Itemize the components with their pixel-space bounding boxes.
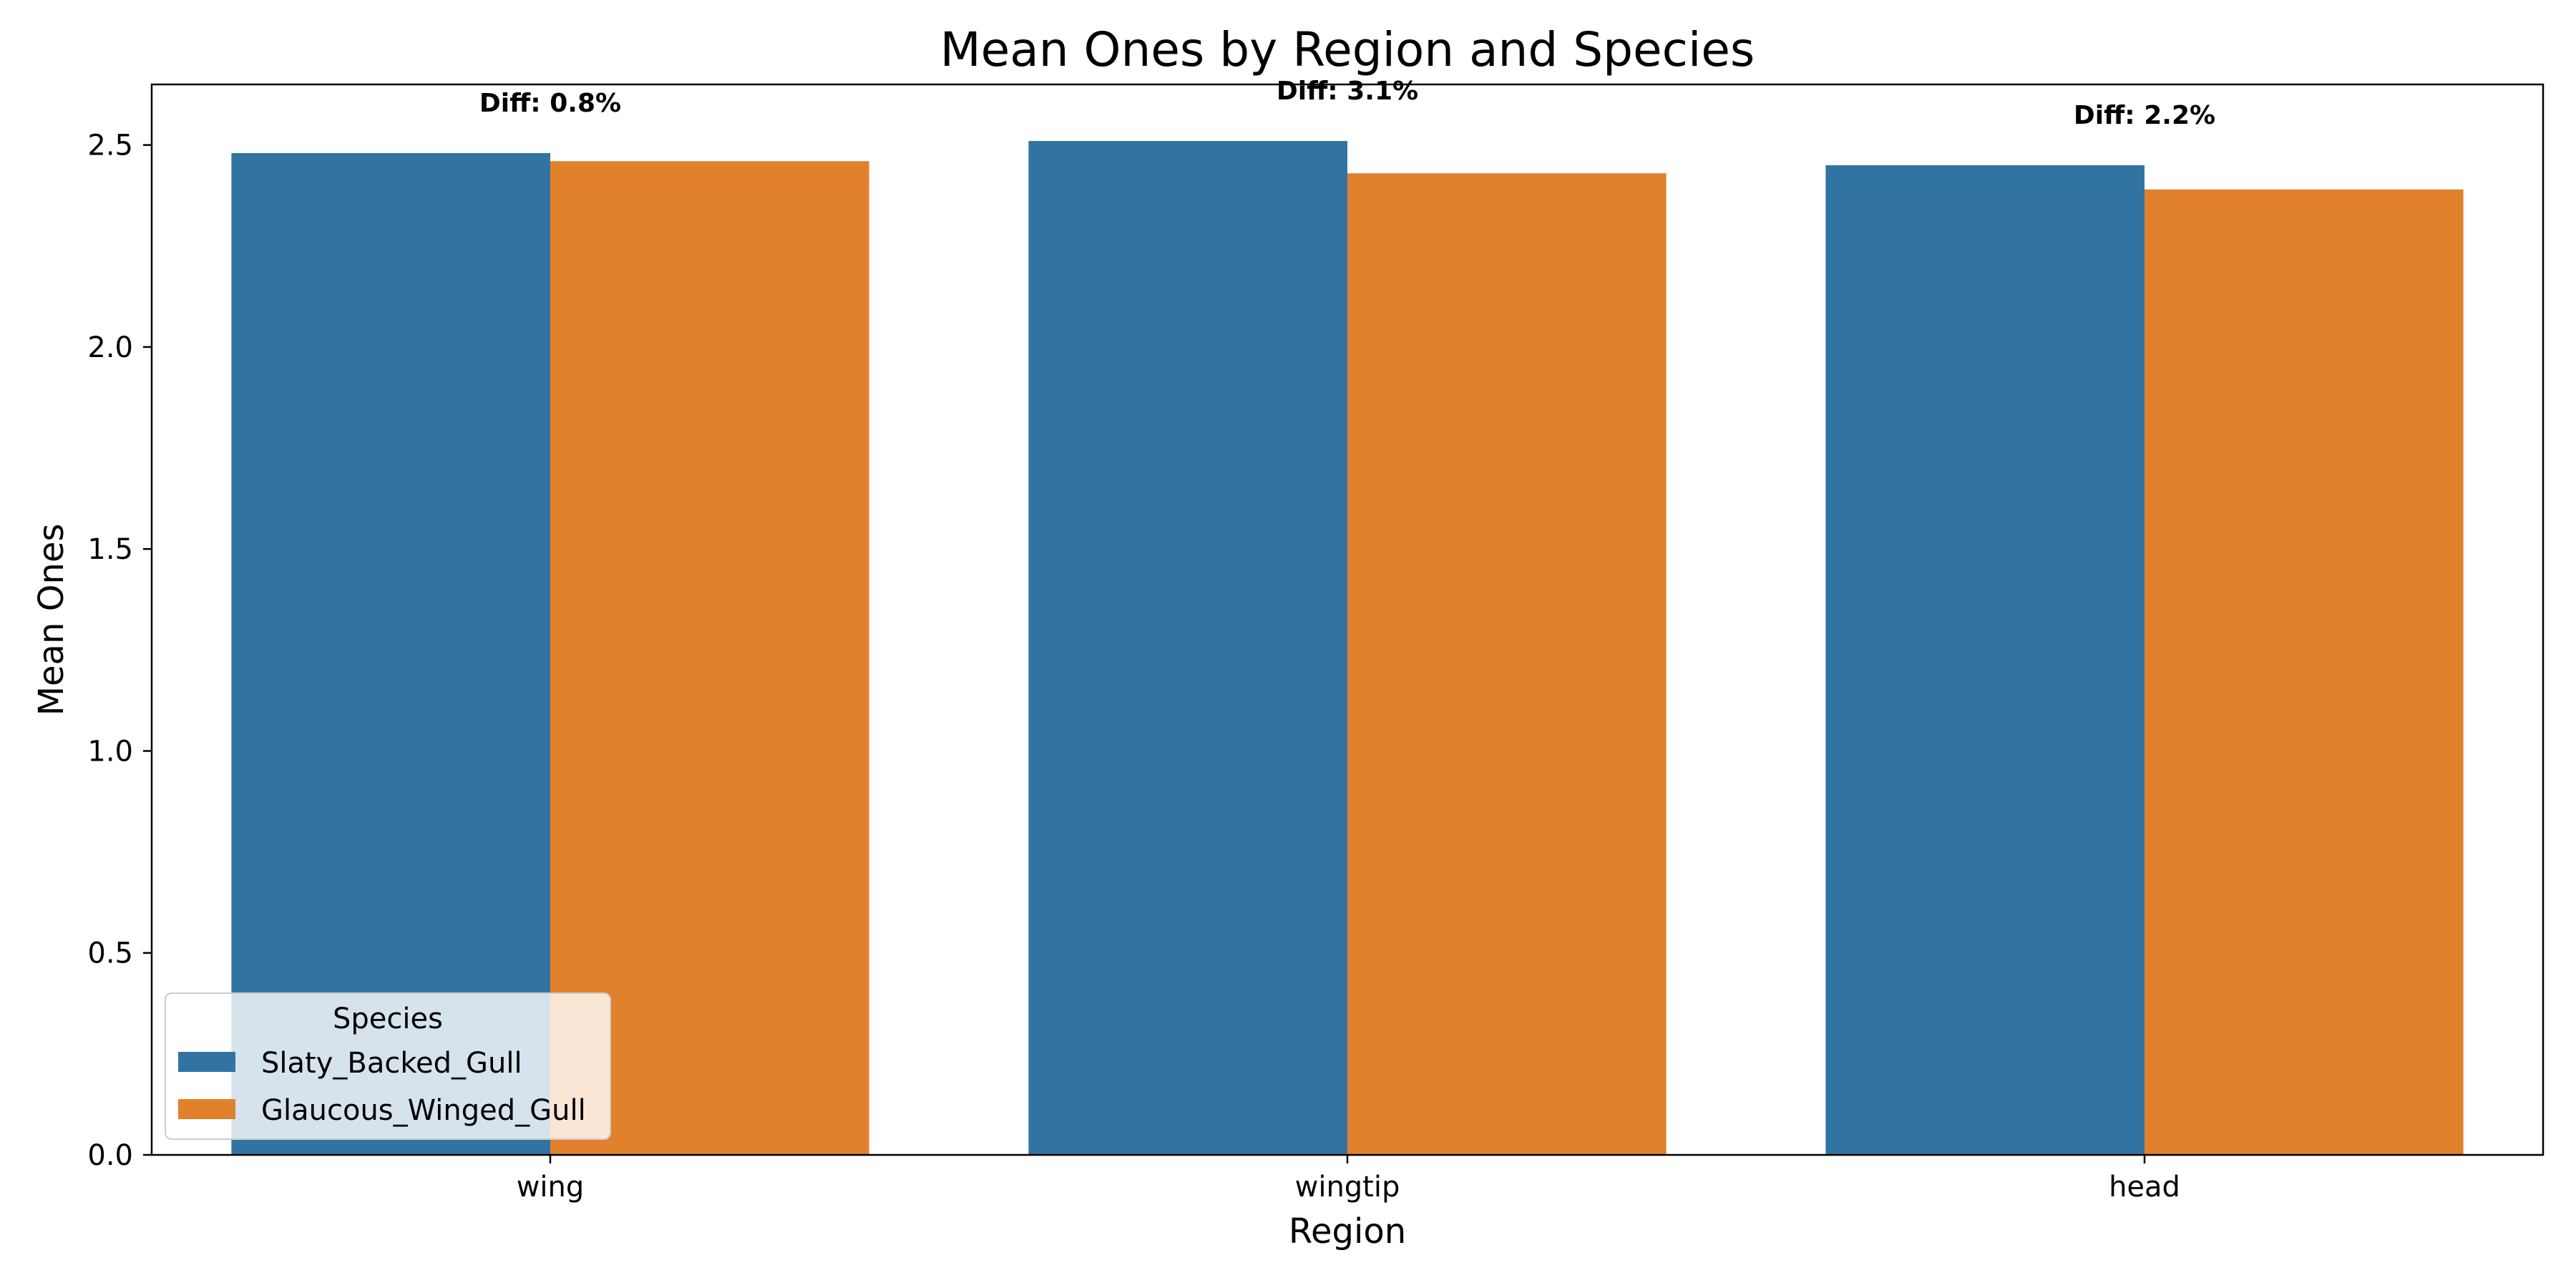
legend-swatch-slaty-backed-gull — [178, 1052, 235, 1072]
legend: Species Slaty_Backed_Gull Glaucous_Winge… — [165, 992, 611, 1140]
legend-box — [165, 992, 611, 1140]
y-tick-label: 1.0 — [87, 735, 133, 768]
bar-wingtip-glaucous-winged-gull — [1347, 173, 1667, 1155]
y-tick-label: 2.0 — [87, 331, 133, 364]
legend-label-glaucous-winged-gull: Glaucous_Winged_Gull — [261, 1094, 586, 1127]
legend-label-slaty-backed-gull: Slaty_Backed_Gull — [261, 1047, 522, 1080]
x-axis-label: Region — [1289, 1211, 1406, 1252]
bar-head-slaty-backed-gull — [1825, 165, 2145, 1156]
chart-title: Mean Ones by Region and Species — [940, 22, 1755, 77]
y-tick-label: 1.5 — [87, 533, 133, 566]
diff-annotation-wingtip: Diff: 3.1% — [1277, 77, 1418, 106]
plot-frame — [150, 83, 2545, 1156]
bar-head-glaucous-winged-gull — [2145, 189, 2464, 1155]
y-axis-label: Mean Ones — [31, 524, 72, 716]
diff-annotation-wing: Diff: 0.8% — [479, 89, 621, 118]
y-tick-label: 0.5 — [87, 937, 133, 970]
x-tick-label-head: head — [2109, 1171, 2180, 1204]
y-tick-label: 2.5 — [87, 130, 133, 162]
diff-annotation-head: Diff: 2.2% — [2074, 101, 2215, 130]
x-tick-label-wingtip: wingtip — [1295, 1171, 1400, 1204]
x-tick-label-wing: wing — [517, 1171, 585, 1204]
bar-wing-slaty-backed-gull — [231, 152, 550, 1155]
legend-swatch-glaucous-winged-gull — [178, 1099, 235, 1119]
bar-wing-glaucous-winged-gull — [550, 161, 869, 1155]
y-tick-label: 0.0 — [87, 1139, 133, 1172]
bar-wingtip-slaty-backed-gull — [1028, 141, 1347, 1156]
legend-title: Species — [333, 1002, 443, 1035]
